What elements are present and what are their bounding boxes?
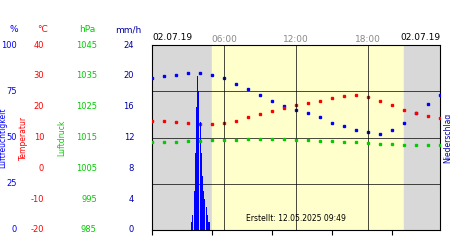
Bar xyxy=(212,45,404,230)
Bar xyxy=(197,76,198,230)
Bar xyxy=(152,45,212,230)
Text: 0: 0 xyxy=(129,226,134,234)
Text: 995: 995 xyxy=(81,195,97,204)
Text: 16: 16 xyxy=(123,102,134,111)
Bar xyxy=(203,192,204,230)
Bar xyxy=(404,45,440,230)
Text: Luftdruck: Luftdruck xyxy=(58,119,67,156)
Text: 1045: 1045 xyxy=(76,40,97,50)
Text: 8: 8 xyxy=(129,164,134,173)
Text: -10: -10 xyxy=(31,195,44,204)
Text: 20: 20 xyxy=(124,71,134,80)
Bar xyxy=(209,222,210,230)
Bar xyxy=(207,214,208,230)
Text: Temperatur: Temperatur xyxy=(19,116,28,160)
Bar xyxy=(208,222,209,230)
Bar xyxy=(204,199,205,230)
Text: 25: 25 xyxy=(7,179,17,188)
Text: Luftfeuchtigkeit: Luftfeuchtigkeit xyxy=(0,107,8,168)
Bar xyxy=(200,122,201,230)
Bar xyxy=(206,207,207,230)
Text: 1025: 1025 xyxy=(76,102,97,111)
Bar xyxy=(193,214,194,230)
Text: mm/h: mm/h xyxy=(115,26,141,35)
Text: 1005: 1005 xyxy=(76,164,97,173)
Text: 1015: 1015 xyxy=(76,133,97,142)
Text: Erstellt: 12.05.2025 09:49: Erstellt: 12.05.2025 09:49 xyxy=(246,214,346,222)
Text: %: % xyxy=(10,26,18,35)
Bar xyxy=(196,107,197,230)
Text: hPa: hPa xyxy=(79,26,95,35)
Text: 02.07.19: 02.07.19 xyxy=(400,34,440,42)
Text: 10: 10 xyxy=(34,133,44,142)
Text: 985: 985 xyxy=(81,226,97,234)
Text: 20: 20 xyxy=(34,102,44,111)
Bar xyxy=(201,153,202,230)
Text: 1035: 1035 xyxy=(76,71,97,80)
Bar xyxy=(202,176,203,230)
Text: Niederschlag: Niederschlag xyxy=(443,112,450,163)
Text: 40: 40 xyxy=(34,40,44,50)
Text: 100: 100 xyxy=(1,40,17,50)
Text: °C: °C xyxy=(37,26,48,35)
Text: 75: 75 xyxy=(6,87,17,96)
Text: 24: 24 xyxy=(124,40,134,50)
Text: 0: 0 xyxy=(39,164,44,173)
Text: 30: 30 xyxy=(33,71,44,80)
Text: 4: 4 xyxy=(129,195,134,204)
Text: -20: -20 xyxy=(31,226,44,234)
Bar xyxy=(198,91,199,230)
Text: 02.07.19: 02.07.19 xyxy=(152,34,192,42)
Bar xyxy=(195,153,196,230)
Text: 12: 12 xyxy=(124,133,134,142)
Text: 0: 0 xyxy=(12,226,17,234)
Bar xyxy=(191,222,192,230)
Text: 50: 50 xyxy=(7,133,17,142)
